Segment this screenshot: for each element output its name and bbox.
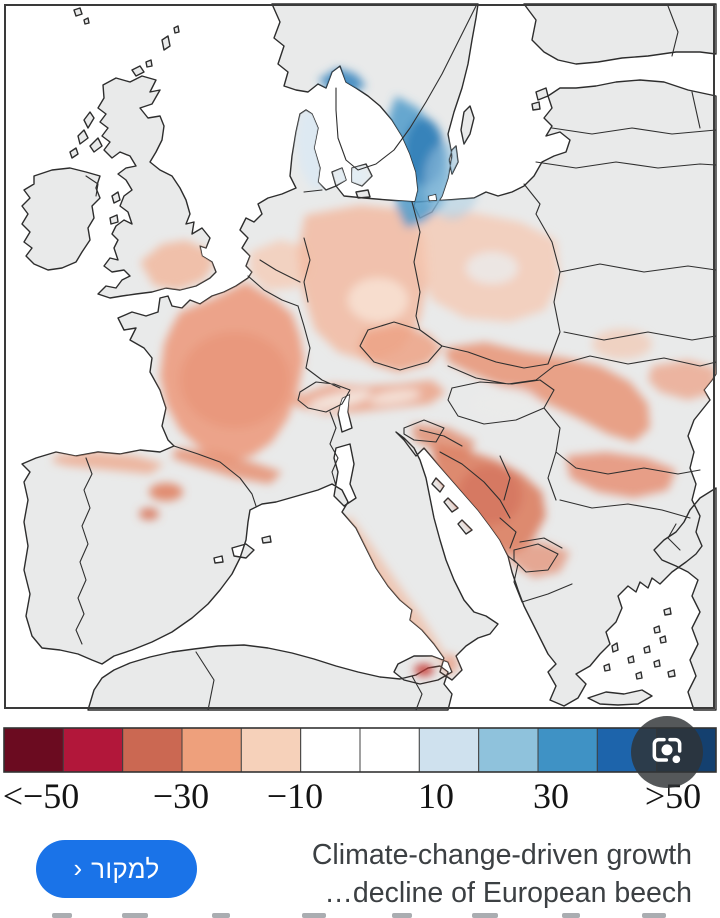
colorbar-cell (418, 727, 480, 773)
colorbar-cell (359, 727, 420, 773)
colorbar-cell (181, 727, 242, 773)
colorbar-tick: <−50 (3, 776, 80, 816)
colorbar-tick: −10 (267, 776, 323, 816)
shade-denmark-isles (334, 166, 370, 186)
next-row-cutoff (0, 912, 720, 918)
shade-south-england (140, 240, 214, 290)
result-caption[interactable]: Climate-change-driven growth …decline of… (250, 836, 692, 912)
colorbar-cell (300, 727, 361, 773)
source-button-label: למקור (91, 853, 160, 884)
shade-spain-dot (149, 483, 183, 501)
colorbar-outline (3, 727, 717, 773)
colorbar-cell (122, 727, 183, 773)
shade-low-countries (250, 240, 310, 290)
shade-hungary-gap (471, 387, 539, 421)
shade-czechia (358, 324, 442, 372)
caption-line-2: …decline of European beech (324, 877, 692, 909)
colorbar: <−50 −30 −10 10 30 >50 (3, 727, 717, 816)
shade-west-ukraine (592, 329, 652, 359)
shade-poland-gap (466, 252, 518, 284)
europe-map (4, 3, 717, 711)
shade-pyrenees (172, 448, 282, 484)
source-link-button[interactable]: למקור ‹ (36, 840, 197, 898)
shade-france-core (180, 332, 290, 428)
colorbar-tick: 30 (533, 776, 569, 816)
shade-bulgaria (566, 452, 676, 498)
shade-spain-dot-2 (139, 508, 159, 520)
shade-alps-snow (308, 390, 372, 410)
shade-alps-snow-2 (369, 390, 421, 404)
colorbar-cell (240, 727, 302, 773)
shade-moldova (648, 360, 716, 400)
colorbar-cell (478, 727, 539, 773)
caption-line-1: Climate-change-driven growth (311, 839, 692, 871)
shade-sicily-spot (414, 664, 434, 676)
colorbar-cell (537, 727, 598, 773)
lens-search-button[interactable] (631, 716, 703, 788)
shade-germany-light (348, 278, 408, 322)
google-lens-icon (652, 737, 682, 764)
map-frame (4, 4, 715, 709)
colorbar-cell (62, 727, 124, 773)
chevron-left-icon: ‹ (73, 852, 83, 883)
country-borders (75, 5, 717, 711)
shade-carpathia (445, 342, 650, 442)
shade-north-spain (52, 452, 164, 474)
colorbar-cell (3, 727, 64, 773)
colorbar-tick: 10 (418, 776, 454, 816)
colorbar-tick: −30 (153, 776, 209, 816)
